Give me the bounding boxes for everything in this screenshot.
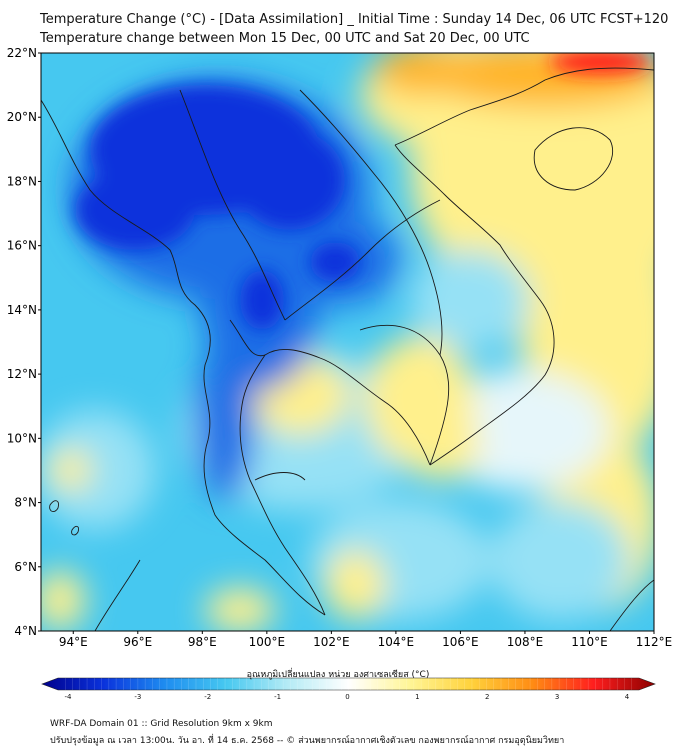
plot-frame [40,52,655,632]
lat-tick-label: 14°N [7,303,37,317]
latitude-ticks: 22°N 20°N 18°N 16°N 14°N 12°N 10°N 8°N 6°N 4°N [7,46,41,638]
map-subtitle: Temperature change between Mon 15 Dec, 0… [40,31,530,46]
coastlines-and-borders [41,67,654,631]
lat-tick-label: 10°N [7,431,37,445]
lat-tick-label: 8°N [14,496,37,510]
lat-tick-label: 16°N [7,239,37,253]
colorbar [41,677,656,691]
lon-tick-label: 112°E [636,635,673,649]
footer-credit: ปรับปรุงข้อมูล ณ เวลา 13:00น. วัน อา. ที… [50,736,565,746]
colorbar-tick-label: 3 [554,693,560,701]
colorbar-tick-label: 0 [345,693,350,701]
lat-tick-label: 6°N [14,560,37,574]
lon-tick-label: 94°E [59,635,88,649]
footer-model-info: WRF-DA Domain 01 :: Grid Resolution 9km … [50,719,273,729]
temperature-field [41,53,654,631]
lat-tick-label: 18°N [7,174,37,188]
lon-tick-label: 104°E [378,635,415,649]
lon-tick-label: 100°E [249,635,286,649]
map-title: Temperature Change (°C) - [Data Assimila… [40,12,669,27]
lat-tick-label: 20°N [7,110,37,124]
colorbar-label: อุณหภูมิเปลี่ยนแปลง หน่วย องศาเซลเซียส (… [246,670,430,680]
longitude-ticks: 94°E 96°E 98°E 100°E 102°E 104°E 106°E 108°E 110… [59,631,672,649]
lon-tick-label: 106°E [442,635,479,649]
lon-tick-label: 102°E [313,635,350,649]
lat-tick-label: 22°N [7,46,37,60]
colorbar-tick-label: -1 [274,693,282,701]
lon-tick-label: 110°E [571,635,608,649]
colorbar-tick-label: 4 [624,693,630,701]
colorbar-tick-label: -4 [64,693,72,701]
colorbar-tick-label: -2 [204,693,212,701]
colorbar-tick-label: 2 [485,693,490,701]
lon-tick-label: 108°E [507,635,544,649]
lon-tick-label: 96°E [123,635,152,649]
lat-tick-label: 4°N [14,624,37,638]
lon-tick-label: 98°E [188,635,217,649]
colorbar-tick-label: 1 [415,693,420,701]
colorbar-tick-label: -3 [134,693,142,701]
lat-tick-label: 12°N [7,367,37,381]
